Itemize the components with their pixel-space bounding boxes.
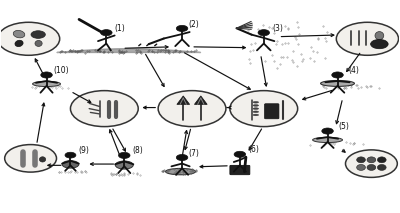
Ellipse shape <box>313 137 342 142</box>
Circle shape <box>100 30 112 36</box>
Ellipse shape <box>253 101 258 103</box>
Circle shape <box>234 151 246 157</box>
Ellipse shape <box>115 161 133 169</box>
Circle shape <box>371 39 388 49</box>
FancyBboxPatch shape <box>230 165 250 175</box>
Ellipse shape <box>253 114 258 116</box>
Circle shape <box>118 152 130 158</box>
Ellipse shape <box>367 164 376 170</box>
Ellipse shape <box>62 161 79 168</box>
Circle shape <box>5 145 56 172</box>
Circle shape <box>158 91 226 127</box>
Circle shape <box>176 154 188 161</box>
Ellipse shape <box>375 32 384 40</box>
Ellipse shape <box>367 157 376 163</box>
Circle shape <box>0 22 60 55</box>
Circle shape <box>346 150 397 177</box>
Ellipse shape <box>377 157 386 163</box>
Ellipse shape <box>253 105 258 106</box>
Circle shape <box>41 72 52 78</box>
Text: (6): (6) <box>248 145 259 154</box>
Circle shape <box>336 22 398 55</box>
Ellipse shape <box>32 81 60 86</box>
Text: (9): (9) <box>79 146 90 155</box>
Circle shape <box>258 30 270 36</box>
Text: (10): (10) <box>54 66 70 75</box>
Text: (3): (3) <box>272 24 283 33</box>
Circle shape <box>176 25 188 32</box>
Polygon shape <box>194 96 207 104</box>
Ellipse shape <box>253 111 258 113</box>
Ellipse shape <box>39 157 46 162</box>
Circle shape <box>31 31 45 38</box>
Text: (8): (8) <box>132 147 143 155</box>
Circle shape <box>322 128 333 134</box>
Ellipse shape <box>15 40 23 47</box>
Ellipse shape <box>253 108 258 109</box>
Ellipse shape <box>357 157 366 163</box>
Text: (5): (5) <box>339 122 350 131</box>
Circle shape <box>230 91 298 127</box>
Text: (4): (4) <box>349 66 360 75</box>
Circle shape <box>332 72 343 78</box>
Text: (1): (1) <box>114 24 125 33</box>
Text: (7): (7) <box>189 149 200 158</box>
Circle shape <box>70 91 138 127</box>
Ellipse shape <box>357 164 366 170</box>
Polygon shape <box>177 96 190 104</box>
Ellipse shape <box>166 168 196 175</box>
Text: (2): (2) <box>189 20 200 29</box>
Ellipse shape <box>377 164 386 170</box>
FancyBboxPatch shape <box>264 104 279 119</box>
Ellipse shape <box>35 40 42 46</box>
Circle shape <box>65 152 76 158</box>
Ellipse shape <box>320 81 354 86</box>
Ellipse shape <box>13 30 25 38</box>
